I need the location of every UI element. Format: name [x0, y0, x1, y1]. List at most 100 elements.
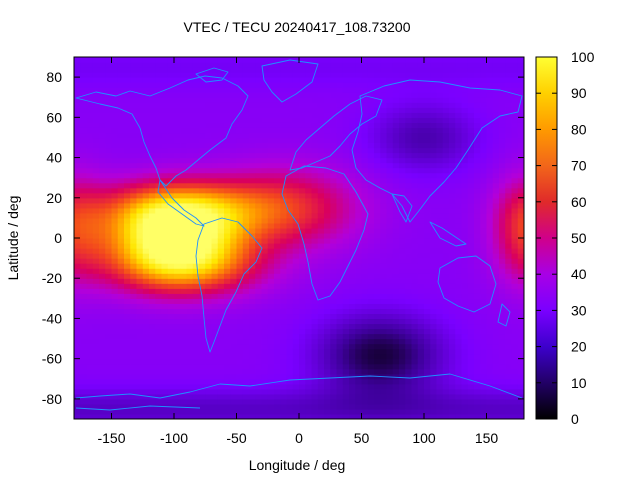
heatmap-cell — [86, 152, 94, 159]
heatmap-cell — [324, 378, 331, 385]
heatmap-cell — [130, 368, 138, 375]
heatmap-cell — [280, 338, 288, 345]
heatmap-cell — [374, 298, 381, 304]
heatmap-cell — [480, 253, 488, 259]
heatmap-cell — [292, 57, 300, 63]
heatmap-cell — [374, 348, 381, 355]
heatmap-cell — [211, 192, 219, 199]
heatmap-cell — [249, 77, 256, 83]
heatmap-cell — [411, 308, 419, 315]
heatmap-cell — [242, 72, 250, 78]
heatmap-cell — [142, 102, 150, 108]
heatmap-cell — [324, 197, 331, 204]
heatmap-cell — [492, 353, 500, 360]
heatmap-cell — [411, 62, 419, 68]
heatmap-cell — [192, 172, 200, 179]
heatmap-cell — [117, 132, 125, 139]
heatmap-cell — [355, 87, 363, 93]
heatmap-cell — [367, 263, 375, 269]
heatmap-cell — [155, 413, 163, 419]
heatmap-cell — [474, 57, 481, 63]
heatmap-cell — [405, 253, 413, 259]
heatmap-cell — [336, 258, 344, 264]
heatmap-cell — [405, 373, 413, 380]
heatmap-cell — [205, 77, 213, 83]
heatmap-cell — [467, 177, 475, 184]
heatmap-cell — [424, 187, 431, 194]
heatmap-cell — [492, 232, 500, 239]
heatmap-cell — [386, 157, 394, 164]
heatmap-cell — [374, 142, 381, 149]
heatmap-cell — [74, 97, 81, 103]
heatmap-cell — [74, 182, 81, 189]
heatmap-cell — [436, 398, 444, 405]
heatmap-cell — [86, 92, 94, 98]
heatmap-cell — [86, 378, 94, 385]
heatmap-cell — [455, 378, 463, 385]
heatmap-cell — [336, 202, 344, 209]
heatmap-cell — [361, 77, 369, 83]
heatmap-cell — [405, 162, 413, 169]
heatmap-cell — [424, 273, 431, 279]
heatmap-cell — [186, 308, 194, 315]
heatmap-cell — [74, 313, 81, 320]
heatmap-cell — [192, 348, 200, 355]
heatmap-cell — [224, 107, 231, 113]
heatmap-cell — [167, 333, 175, 340]
heatmap-cell — [105, 197, 113, 204]
heatmap-cell — [261, 278, 269, 284]
heatmap-cell — [174, 288, 181, 294]
heatmap-cell — [492, 137, 500, 144]
heatmap-cell — [149, 97, 156, 103]
heatmap-cell — [311, 92, 319, 98]
heatmap-cell — [467, 323, 475, 330]
heatmap-cell — [499, 157, 506, 164]
heatmap-cell — [286, 67, 294, 73]
heatmap-cell — [374, 222, 381, 229]
heatmap-cell — [380, 137, 388, 144]
heatmap-cell — [324, 137, 331, 144]
heatmap-cell — [155, 368, 163, 375]
heatmap-cell — [399, 102, 406, 108]
heatmap-cell — [324, 167, 331, 174]
heatmap-cell — [380, 202, 388, 209]
heatmap-cell — [455, 162, 463, 169]
heatmap-cell — [486, 413, 494, 419]
heatmap-cell — [155, 202, 163, 209]
heatmap-cell — [86, 258, 94, 264]
heatmap-cell — [436, 67, 444, 73]
heatmap-cell — [92, 212, 100, 219]
heatmap-cell — [224, 167, 231, 174]
heatmap-cell — [480, 268, 488, 274]
heatmap-cell — [242, 152, 250, 159]
heatmap-cell — [205, 152, 213, 159]
heatmap-cell — [474, 97, 481, 103]
heatmap-cell — [330, 358, 338, 365]
heatmap-cell — [342, 177, 350, 184]
heatmap-cell — [217, 192, 225, 199]
heatmap-cell — [324, 152, 331, 159]
heatmap-cell — [392, 263, 400, 269]
heatmap-cell — [324, 333, 331, 340]
heatmap-cell — [430, 162, 438, 169]
heatmap-cell — [342, 273, 350, 279]
heatmap-cell — [474, 72, 481, 78]
heatmap-cell — [324, 388, 331, 395]
heatmap-cell — [449, 303, 456, 309]
heatmap-cell — [149, 398, 156, 405]
heatmap-cell — [292, 197, 300, 204]
heatmap-cell — [399, 288, 406, 294]
heatmap-cell — [211, 273, 219, 279]
heatmap-cell — [411, 298, 419, 304]
heatmap-cell — [467, 338, 475, 345]
heatmap-cell — [267, 227, 275, 234]
heatmap-cell — [180, 162, 188, 169]
heatmap-cell — [242, 67, 250, 73]
heatmap-cell — [461, 263, 469, 269]
heatmap-cell — [205, 232, 213, 239]
heatmap-cell — [305, 303, 313, 309]
heatmap-cell — [224, 187, 231, 194]
heatmap-cell — [424, 393, 431, 400]
heatmap-cell — [342, 393, 350, 400]
heatmap-cell — [92, 127, 100, 134]
